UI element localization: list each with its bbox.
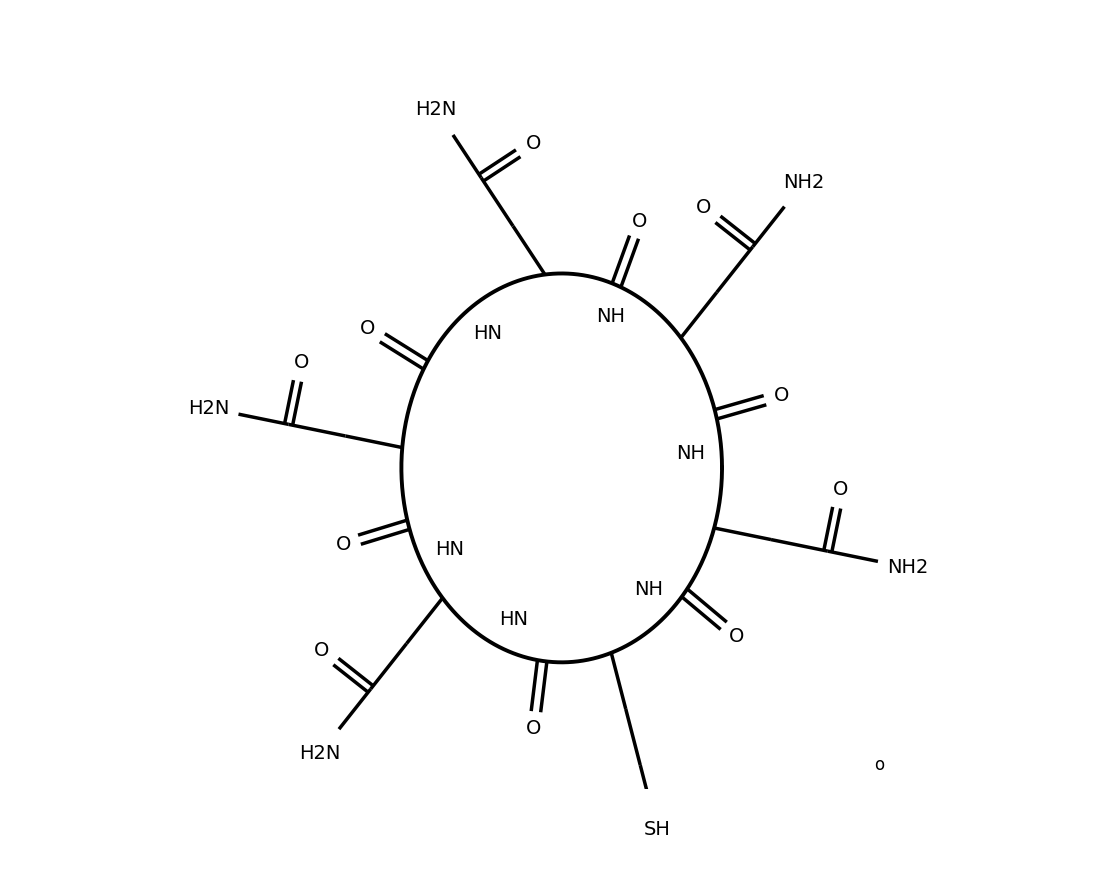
- Text: H2N: H2N: [299, 743, 341, 763]
- Text: o: o: [874, 756, 884, 773]
- Text: NH: NH: [633, 580, 663, 599]
- Text: HN: HN: [499, 610, 527, 629]
- Text: O: O: [696, 198, 711, 217]
- Text: NH2: NH2: [783, 173, 824, 192]
- Text: O: O: [526, 134, 541, 152]
- Text: HN: HN: [435, 540, 464, 559]
- Text: O: O: [335, 535, 351, 554]
- Text: H2N: H2N: [415, 100, 457, 119]
- Text: H2N: H2N: [187, 399, 229, 417]
- Text: SH: SH: [643, 820, 671, 839]
- Text: O: O: [729, 627, 744, 646]
- Text: NH: NH: [596, 307, 625, 325]
- Text: O: O: [632, 212, 648, 230]
- Text: O: O: [526, 719, 541, 738]
- Text: NH2: NH2: [888, 558, 928, 577]
- Text: O: O: [774, 386, 789, 405]
- Text: O: O: [833, 480, 848, 499]
- Text: HN: HN: [472, 324, 502, 343]
- Text: NH: NH: [676, 444, 706, 463]
- Text: O: O: [294, 354, 309, 372]
- Text: O: O: [313, 641, 329, 659]
- Text: O: O: [361, 319, 376, 338]
